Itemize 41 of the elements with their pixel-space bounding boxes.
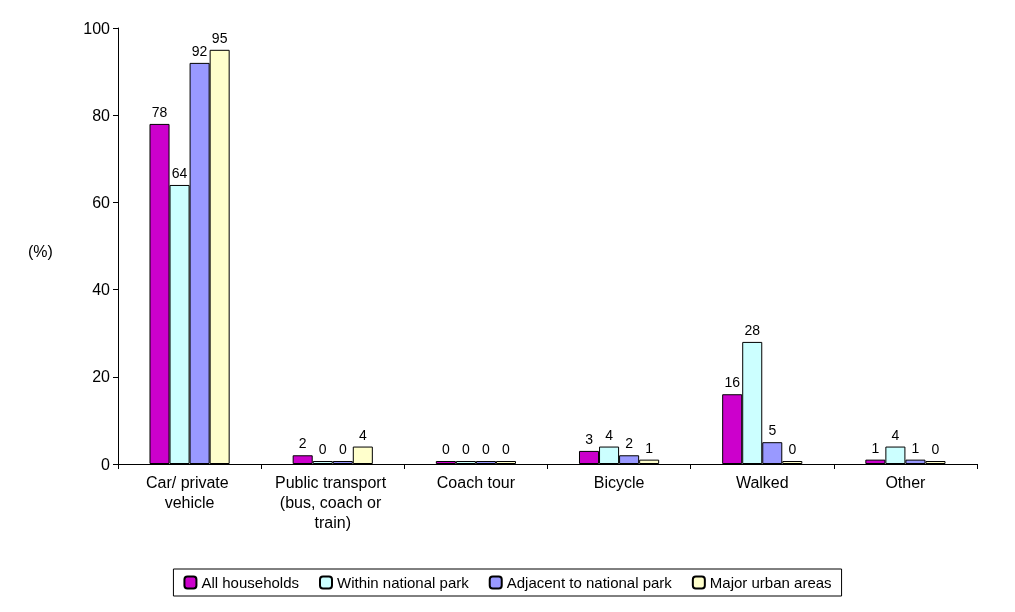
- x-tick-label: Other: [885, 473, 927, 491]
- data-label: 1: [871, 439, 880, 456]
- data-label: 16: [724, 374, 741, 391]
- y-tick-label: 80: [92, 106, 111, 124]
- x-tick-label: Public transport (bus, coach or train): [274, 473, 391, 531]
- y-tick-label: 100: [83, 19, 111, 37]
- data-label: 92: [191, 42, 208, 59]
- legend-label: All households: [201, 574, 300, 591]
- y-tick-label: 40: [92, 281, 111, 299]
- data-label: 0: [338, 441, 347, 457]
- data-label: 3: [585, 430, 594, 447]
- data-label: 0: [318, 441, 327, 457]
- data-label: 95: [211, 29, 228, 46]
- data-label: 0: [482, 441, 491, 457]
- data-label: 78: [151, 103, 168, 120]
- y-tick-label: 20: [92, 368, 111, 386]
- legend-label: Adjacent to national park: [506, 574, 673, 591]
- x-tick-label: Bicycle: [593, 473, 645, 491]
- data-label: 1: [645, 439, 654, 456]
- data-label: 4: [358, 426, 367, 443]
- data-label: 1: [911, 439, 920, 456]
- data-label: 5: [768, 422, 777, 439]
- y-tick-label: 60: [92, 193, 111, 211]
- y-tick-label: 0: [101, 455, 111, 473]
- legend-label: Within national park: [337, 574, 470, 591]
- data-label: 0: [462, 441, 470, 457]
- data-label: 0: [788, 441, 797, 457]
- data-label: 64: [171, 164, 188, 181]
- data-label: 4: [891, 426, 900, 443]
- data-label: 0: [931, 441, 940, 457]
- data-label: 2: [625, 435, 634, 452]
- legend-label: Major urban areas: [709, 574, 832, 591]
- data-label: 2: [298, 435, 307, 452]
- data-label: 0: [441, 441, 450, 457]
- x-tick-label: Coach tour: [436, 473, 516, 491]
- data-label: 4: [605, 426, 614, 443]
- x-tick-label: Car/ private vehicle: [146, 473, 234, 511]
- data-label: 0: [502, 441, 511, 457]
- x-tick-label: Walked: [735, 473, 789, 491]
- y-axis-title: (%): [28, 242, 53, 260]
- data-label: 28: [744, 321, 761, 338]
